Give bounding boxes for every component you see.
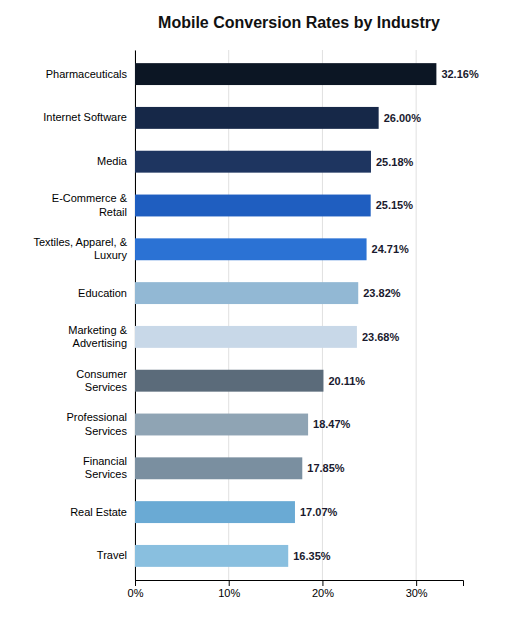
bar bbox=[135, 107, 379, 129]
grid-line bbox=[322, 50, 323, 580]
y-tick-label-line: Advertising bbox=[73, 337, 127, 349]
bar bbox=[135, 370, 323, 392]
y-tick-label: Internet Software bbox=[43, 111, 127, 123]
y-tick-label-line: E-Commerce & bbox=[52, 192, 128, 204]
x-tick-mark bbox=[229, 580, 230, 586]
x-tick-mark bbox=[135, 580, 136, 586]
y-tick: Real Estate bbox=[70, 506, 127, 518]
y-tick: Education bbox=[78, 287, 127, 299]
data-label: 23.68% bbox=[362, 331, 400, 343]
y-tick-label-line: Travel bbox=[97, 549, 127, 561]
bar bbox=[135, 326, 357, 348]
y-tick: ConsumerServices bbox=[76, 368, 127, 393]
x-axis: 0% 10% 20% 30% bbox=[128, 580, 464, 599]
y-tick-label: Travel bbox=[97, 549, 127, 561]
data-label: 32.16% bbox=[441, 68, 479, 80]
y-tick: Travel bbox=[97, 549, 127, 561]
y-tick-label-line: Luxury bbox=[94, 249, 128, 261]
y-axis: TravelReal EstateFinancialServicesProfes… bbox=[33, 51, 135, 581]
x-tick: 20% bbox=[312, 580, 334, 599]
plot-area: 0%10%20%30%TravelReal EstateFinancialSer… bbox=[33, 50, 478, 599]
data-labels: 16.35% 17.07% 17.85% 18.47% 20.11% 23.68% 23.8… bbox=[293, 68, 479, 562]
x-tick: 10% bbox=[218, 580, 240, 599]
y-tick-label: FinancialServices bbox=[83, 455, 128, 480]
grid-line bbox=[416, 50, 417, 580]
y-tick-label-line: Internet Software bbox=[43, 111, 127, 123]
y-tick-label-line: Services bbox=[85, 468, 128, 480]
y-tick: E-Commerce & Retail bbox=[52, 192, 128, 217]
y-tick: FinancialServices bbox=[83, 455, 128, 480]
y-axis-line bbox=[135, 51, 136, 581]
x-tick-label: 0% bbox=[128, 587, 144, 599]
y-tick: Pharmaceuticals bbox=[46, 68, 128, 80]
data-label: 25.18% bbox=[376, 156, 414, 168]
x-tick-mark bbox=[322, 580, 323, 586]
grid-line bbox=[135, 50, 136, 580]
data-label: 17.85% bbox=[307, 462, 345, 474]
y-tick-label-line: Real Estate bbox=[70, 506, 127, 518]
y-tick-label-line: Media bbox=[97, 155, 128, 167]
x-tick-label: 20% bbox=[312, 587, 334, 599]
y-tick: Textiles, Apparel, &Luxury bbox=[33, 236, 127, 261]
y-tick-label: ConsumerServices bbox=[76, 368, 127, 393]
y-tick-label-line: Pharmaceuticals bbox=[46, 68, 128, 80]
data-label: 20.11% bbox=[328, 375, 365, 387]
y-tick-label: E-Commerce & Retail bbox=[52, 192, 128, 217]
data-label: 17.07% bbox=[300, 506, 338, 518]
y-tick-label-line: Textiles, Apparel, & bbox=[33, 236, 127, 248]
bar bbox=[135, 501, 295, 523]
y-tick-label-line: Marketing & bbox=[68, 324, 127, 336]
y-tick-label: Media bbox=[97, 155, 128, 167]
grid bbox=[135, 50, 416, 580]
x-axis-line bbox=[136, 581, 464, 587]
y-tick-label-line: Professional bbox=[66, 411, 127, 423]
y-tick-label: Real Estate bbox=[70, 506, 127, 518]
y-tick-label: Education bbox=[78, 287, 127, 299]
title: Mobile Conversion Rates by Industry bbox=[158, 14, 440, 31]
data-label: 24.71% bbox=[372, 243, 410, 255]
bar bbox=[135, 151, 371, 173]
bar bbox=[135, 414, 308, 436]
data-label: 25.15% bbox=[376, 199, 414, 211]
bar bbox=[135, 195, 371, 217]
y-tick-label-line: Services bbox=[85, 425, 128, 437]
x-tick-mark bbox=[416, 580, 417, 586]
y-tick-label-line: Financial bbox=[83, 455, 127, 467]
y-tick-label: Professional Services bbox=[66, 411, 127, 436]
data-label: 18.47% bbox=[313, 418, 351, 430]
y-tick-label: Pharmaceuticals bbox=[46, 68, 128, 80]
x-tick-label: 10% bbox=[218, 587, 240, 599]
y-tick-label-line: Consumer bbox=[76, 368, 127, 380]
x-tick-label: 30% bbox=[406, 587, 428, 599]
bar bbox=[135, 282, 358, 304]
data-label: 23.82% bbox=[363, 287, 401, 299]
bar bbox=[135, 545, 288, 567]
y-tick-label-line: Education bbox=[78, 287, 127, 299]
y-tick-label: Textiles, Apparel, &Luxury bbox=[33, 236, 127, 261]
y-tick: Media bbox=[97, 155, 128, 167]
data-label: 16.35% bbox=[293, 550, 331, 562]
grid-line bbox=[228, 50, 229, 580]
bars bbox=[135, 63, 436, 567]
y-tick-label-line: Retail bbox=[99, 206, 127, 218]
chart-svg: 0%10%20%30%TravelReal EstateFinancialSer… bbox=[0, 0, 523, 620]
y-tick-label: Marketing &Advertising bbox=[68, 324, 127, 349]
data-label: 26.00% bbox=[384, 112, 422, 124]
bar bbox=[135, 457, 302, 479]
x-tick: 30% bbox=[406, 580, 428, 599]
y-tick: Professional Services bbox=[66, 411, 127, 436]
y-tick: Internet Software bbox=[43, 111, 127, 123]
y-tick-label-line: Services bbox=[85, 381, 128, 393]
bar bbox=[135, 63, 436, 85]
bar bbox=[135, 238, 367, 260]
x-tick: 0% bbox=[128, 580, 144, 599]
chart-container: 0%10%20%30%TravelReal EstateFinancialSer… bbox=[0, 0, 523, 620]
y-tick: Marketing &Advertising bbox=[68, 324, 127, 349]
